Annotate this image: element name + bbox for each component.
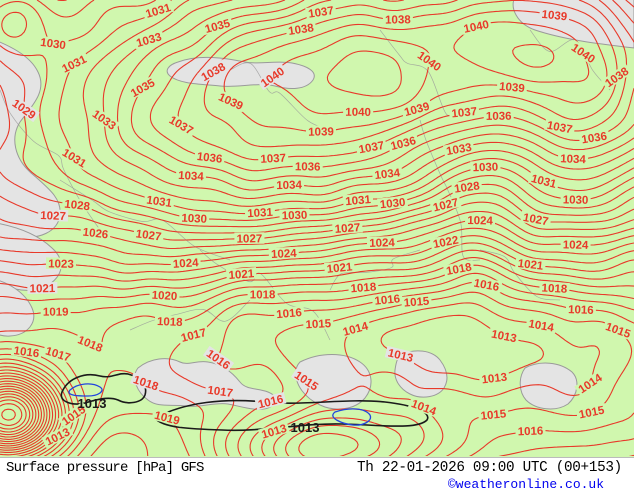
svg-text:1018: 1018 bbox=[350, 281, 377, 295]
svg-text:1020: 1020 bbox=[151, 290, 177, 304]
svg-text:1024: 1024 bbox=[563, 239, 589, 252]
svg-text:1036: 1036 bbox=[486, 111, 512, 123]
svg-text:1021: 1021 bbox=[228, 268, 255, 282]
svg-text:1030: 1030 bbox=[472, 162, 498, 175]
svg-text:1015: 1015 bbox=[480, 408, 507, 422]
svg-text:1037: 1037 bbox=[451, 106, 478, 121]
svg-text:1016: 1016 bbox=[518, 425, 544, 438]
svg-text:1016: 1016 bbox=[276, 307, 303, 321]
svg-text:1038: 1038 bbox=[385, 14, 411, 26]
svg-text:1027: 1027 bbox=[40, 210, 66, 223]
svg-text:1024: 1024 bbox=[173, 257, 200, 271]
svg-text:1015: 1015 bbox=[403, 295, 430, 309]
svg-text:1024: 1024 bbox=[369, 237, 396, 250]
svg-text:1021: 1021 bbox=[326, 261, 353, 275]
svg-text:1030: 1030 bbox=[563, 194, 589, 206]
svg-text:1027: 1027 bbox=[237, 233, 263, 245]
svg-text:1030: 1030 bbox=[181, 213, 207, 226]
svg-text:1024: 1024 bbox=[467, 215, 493, 228]
svg-text:1039: 1039 bbox=[499, 81, 526, 95]
svg-text:1036: 1036 bbox=[295, 161, 321, 173]
svg-text:1031: 1031 bbox=[247, 207, 274, 221]
svg-text:1019: 1019 bbox=[43, 307, 69, 319]
svg-text:1040: 1040 bbox=[345, 107, 371, 119]
svg-text:1016: 1016 bbox=[568, 304, 594, 317]
svg-text:1034: 1034 bbox=[560, 153, 587, 166]
svg-text:1015: 1015 bbox=[305, 318, 332, 331]
svg-text:1024: 1024 bbox=[271, 248, 298, 261]
svg-text:1016: 1016 bbox=[374, 293, 401, 307]
svg-text:1030: 1030 bbox=[282, 210, 308, 223]
svg-text:1023: 1023 bbox=[48, 258, 74, 270]
svg-text:1013: 1013 bbox=[291, 420, 320, 435]
svg-text:1027: 1027 bbox=[334, 222, 360, 236]
svg-text:1039: 1039 bbox=[308, 126, 334, 139]
svg-text:1013: 1013 bbox=[78, 396, 107, 411]
svg-text:1037: 1037 bbox=[260, 153, 286, 166]
svg-text:1018: 1018 bbox=[157, 316, 184, 329]
svg-text:1021: 1021 bbox=[30, 283, 56, 295]
svg-text:1031: 1031 bbox=[345, 194, 372, 208]
svg-text:1034: 1034 bbox=[178, 170, 205, 183]
svg-text:1018: 1018 bbox=[250, 289, 276, 301]
svg-text:1034: 1034 bbox=[276, 180, 302, 193]
svg-text:1018: 1018 bbox=[541, 283, 568, 296]
